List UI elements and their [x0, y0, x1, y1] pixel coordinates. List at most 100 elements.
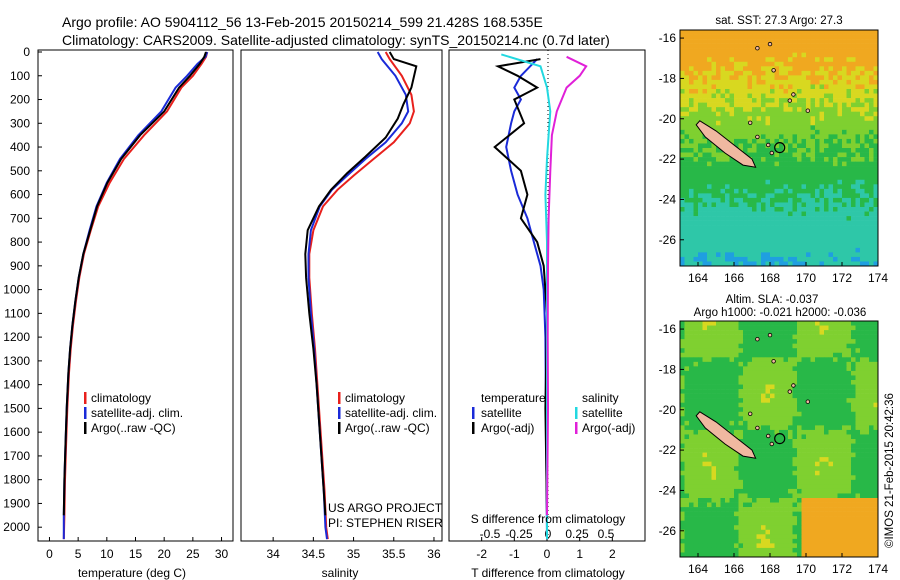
map-cell — [797, 152, 802, 158]
map-cell — [819, 152, 825, 158]
map-cell — [734, 79, 739, 85]
map-cell — [680, 339, 685, 344]
map-cell — [738, 84, 744, 90]
map-cell — [702, 66, 708, 72]
map-cell — [860, 234, 865, 240]
map-cell — [770, 416, 775, 422]
map-cell — [869, 475, 874, 481]
map-cell — [819, 429, 825, 435]
map-cell — [729, 470, 735, 476]
map-cell — [806, 325, 811, 331]
map-cell — [842, 402, 847, 408]
map-cell — [810, 175, 816, 181]
map-cell — [792, 370, 798, 376]
map-cell — [702, 170, 708, 176]
map-cell — [783, 207, 789, 212]
map-cell — [788, 243, 793, 249]
map-cell — [765, 357, 771, 363]
map-cell — [756, 220, 762, 226]
map-cell — [738, 79, 744, 85]
map-cell — [788, 220, 793, 226]
map-cell — [738, 179, 744, 185]
map-cell — [738, 229, 744, 235]
map-cell — [860, 70, 865, 76]
map-cell — [810, 138, 816, 144]
map-cell — [788, 357, 793, 363]
map-cell — [806, 448, 811, 453]
map-cell — [761, 61, 766, 67]
map-cell — [783, 466, 789, 472]
map-cell — [756, 138, 762, 144]
map-cell — [711, 357, 717, 363]
map-cell — [707, 493, 712, 499]
map-cell — [738, 238, 744, 244]
map-cell — [734, 498, 739, 503]
map-cell — [747, 79, 753, 85]
map-cell — [707, 102, 712, 108]
map-cell — [783, 380, 789, 385]
map-cell — [855, 443, 861, 449]
map-cell — [779, 325, 784, 331]
salinity-line-argo — [304, 51, 418, 516]
map-cell — [743, 30, 748, 35]
map-cell — [792, 238, 798, 244]
depth-tick-label: 500 — [10, 164, 30, 178]
map-cell — [779, 111, 784, 117]
map-cell — [801, 334, 807, 340]
map-cell — [815, 493, 820, 499]
map-cell — [810, 30, 816, 35]
map-cell — [752, 493, 757, 499]
map-cell — [756, 111, 762, 117]
map-cell — [797, 534, 802, 540]
map-cell — [725, 479, 730, 485]
map-cell — [716, 370, 721, 376]
map-cell — [725, 202, 730, 208]
map-cell — [815, 229, 820, 235]
map-cell — [774, 411, 780, 417]
map-cell — [846, 348, 852, 354]
map-cell — [860, 229, 865, 235]
map-cell — [707, 443, 712, 449]
map-cell — [851, 70, 856, 76]
map-cell — [720, 552, 726, 558]
map-cell — [846, 39, 852, 44]
map-cell — [864, 380, 870, 385]
map-cell — [842, 70, 847, 76]
s-difference-tick-label: -0.25 — [505, 527, 533, 541]
map-cell — [761, 256, 766, 262]
map-cell — [864, 330, 870, 335]
map-cell — [864, 366, 870, 372]
map-cell — [720, 511, 726, 517]
map-cell — [869, 120, 874, 126]
map-cell — [855, 61, 861, 67]
map-cell — [788, 498, 793, 503]
map-cell — [707, 148, 712, 153]
depth-tick-label: 800 — [10, 235, 30, 249]
map-cell — [707, 352, 712, 358]
map-cell — [828, 411, 834, 417]
map-cell — [855, 238, 861, 244]
map-cell — [806, 543, 811, 549]
island — [771, 359, 776, 364]
map-cell — [806, 493, 811, 499]
map-cell — [743, 325, 748, 331]
map-cell — [729, 547, 735, 553]
map-cell — [788, 120, 793, 126]
map-cell — [711, 125, 717, 131]
map-cell — [765, 516, 771, 521]
map-cell — [842, 325, 847, 331]
map-cell — [689, 79, 694, 85]
map-cell — [761, 488, 766, 494]
map-cell — [815, 184, 820, 190]
map-cell — [824, 138, 829, 144]
map-cell — [873, 393, 879, 399]
map-cell — [864, 161, 870, 167]
map-cell — [765, 89, 771, 94]
map-cell — [846, 48, 852, 53]
map-cell — [855, 66, 861, 72]
map-cell — [855, 116, 861, 122]
map-cell — [815, 330, 820, 335]
map-cell — [846, 116, 852, 122]
map-cell — [801, 175, 807, 181]
map-cell — [833, 84, 838, 90]
